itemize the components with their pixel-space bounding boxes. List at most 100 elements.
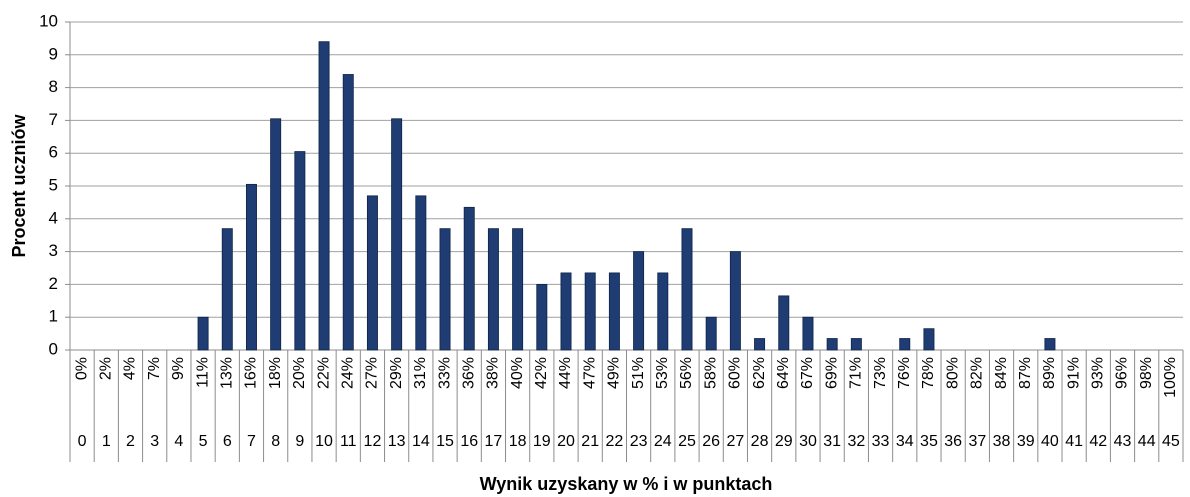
x-tick-label: 20% xyxy=(291,357,308,389)
x-tick-label: 13% xyxy=(218,357,235,389)
x-tick-label: 62% xyxy=(751,357,768,389)
x-tick-label: 40% xyxy=(509,357,526,389)
x-points-label: 17 xyxy=(485,433,503,450)
x-points-label: 39 xyxy=(1017,433,1035,450)
bar xyxy=(487,228,499,351)
x-points-label: 18 xyxy=(509,433,527,450)
x-points-label: 33 xyxy=(872,433,890,450)
x-points-label: 31 xyxy=(823,433,841,450)
x-tick-label: 56% xyxy=(678,357,695,389)
x-points-label: 32 xyxy=(847,433,865,450)
x-points-label: 40 xyxy=(1041,433,1059,450)
bar xyxy=(584,272,596,351)
x-points-label: 45 xyxy=(1162,433,1180,450)
y-tick-label: 5 xyxy=(49,175,58,194)
y-tick-label: 7 xyxy=(49,110,58,129)
x-tick-label: 87% xyxy=(1017,357,1034,389)
y-tick-label: 4 xyxy=(49,208,58,227)
y-axis-title: Procent uczniów xyxy=(9,113,29,257)
x-tick-label: 7% xyxy=(146,357,163,380)
x-points-label: 3 xyxy=(150,433,159,450)
x-points-label: 15 xyxy=(436,433,454,450)
bar xyxy=(342,74,354,351)
x-tick-label: 60% xyxy=(727,357,744,389)
bar xyxy=(415,195,427,351)
x-tick-label: 44% xyxy=(557,357,574,389)
x-points-label: 42 xyxy=(1089,433,1107,450)
bar xyxy=(536,283,548,351)
x-tick-label: 64% xyxy=(775,357,792,389)
bar xyxy=(318,41,330,351)
x-points-label: 10 xyxy=(315,433,333,450)
y-tick-label: 2 xyxy=(49,274,58,293)
x-tick-label: 18% xyxy=(267,357,284,389)
x-points-label: 14 xyxy=(412,433,430,450)
bar xyxy=(221,228,233,351)
bar xyxy=(923,328,935,351)
bar xyxy=(197,316,209,351)
x-points-label: 7 xyxy=(247,433,256,450)
x-points-label: 13 xyxy=(388,433,406,450)
x-tick-label: 69% xyxy=(823,357,840,389)
x-tick-label: 100% xyxy=(1162,357,1179,398)
bar xyxy=(270,118,282,351)
x-tick-label: 16% xyxy=(243,357,260,389)
bar xyxy=(826,338,838,351)
x-points-label: 34 xyxy=(896,433,914,450)
x-tick-label: 11% xyxy=(194,357,211,388)
x-tick-label: 47% xyxy=(581,357,598,389)
x-points-label: 16 xyxy=(460,433,478,450)
bar xyxy=(850,338,862,351)
x-tick-label: 73% xyxy=(872,357,889,389)
x-tick-label: 4% xyxy=(122,357,139,380)
x-tick-label: 89% xyxy=(1041,357,1058,389)
bar xyxy=(633,251,645,351)
x-tick-label: 38% xyxy=(485,357,502,389)
bar xyxy=(802,316,814,351)
x-tick-label: 24% xyxy=(339,357,356,389)
bar xyxy=(560,272,572,351)
x-tick-label: 29% xyxy=(388,357,405,389)
x-points-label: 6 xyxy=(223,433,232,450)
x-tick-label: 96% xyxy=(1114,357,1131,389)
x-points-label: 1 xyxy=(102,433,111,450)
x-tick-label: 36% xyxy=(460,357,477,389)
bar xyxy=(512,228,524,351)
x-tick-label: 67% xyxy=(799,357,816,389)
y-tick-label: 8 xyxy=(49,77,58,96)
y-tick-label: 3 xyxy=(49,241,58,260)
x-points-label: 23 xyxy=(630,433,648,450)
y-tick-label: 1 xyxy=(49,307,58,326)
x-points-label: 38 xyxy=(993,433,1011,450)
x-points-label: 12 xyxy=(364,433,382,450)
x-tick-label: 0% xyxy=(73,357,90,380)
x-tick-label: 42% xyxy=(533,357,550,389)
bar xyxy=(778,295,790,351)
y-tick-label: 10 xyxy=(39,11,58,30)
bar xyxy=(608,272,620,351)
bar xyxy=(705,316,717,351)
x-tick-label: 98% xyxy=(1138,357,1155,389)
bar xyxy=(245,183,257,351)
x-points-label: 25 xyxy=(678,433,696,450)
x-tick-label: 80% xyxy=(944,357,961,389)
bar xyxy=(391,118,403,351)
x-tick-label: 22% xyxy=(315,357,332,389)
x-tick-label: 82% xyxy=(969,357,986,389)
x-points-label: 43 xyxy=(1114,433,1132,450)
x-points-label: 4 xyxy=(174,433,183,450)
x-tick-label: 49% xyxy=(606,357,623,389)
bar xyxy=(729,251,741,351)
x-points-label: 0 xyxy=(78,433,87,450)
x-tick-label: 91% xyxy=(1065,357,1082,389)
x-tick-label: 31% xyxy=(412,357,429,389)
x-axis-title: Wynik uzyskany w % i w punktach xyxy=(480,474,773,494)
x-tick-label: 2% xyxy=(98,357,115,380)
x-points-label: 29 xyxy=(775,433,793,450)
x-tick-label: 27% xyxy=(364,357,381,389)
x-points-label: 35 xyxy=(920,433,938,450)
x-points-label: 5 xyxy=(199,433,208,450)
x-tick-label: 71% xyxy=(848,357,865,389)
x-points-label: 11 xyxy=(340,433,357,450)
